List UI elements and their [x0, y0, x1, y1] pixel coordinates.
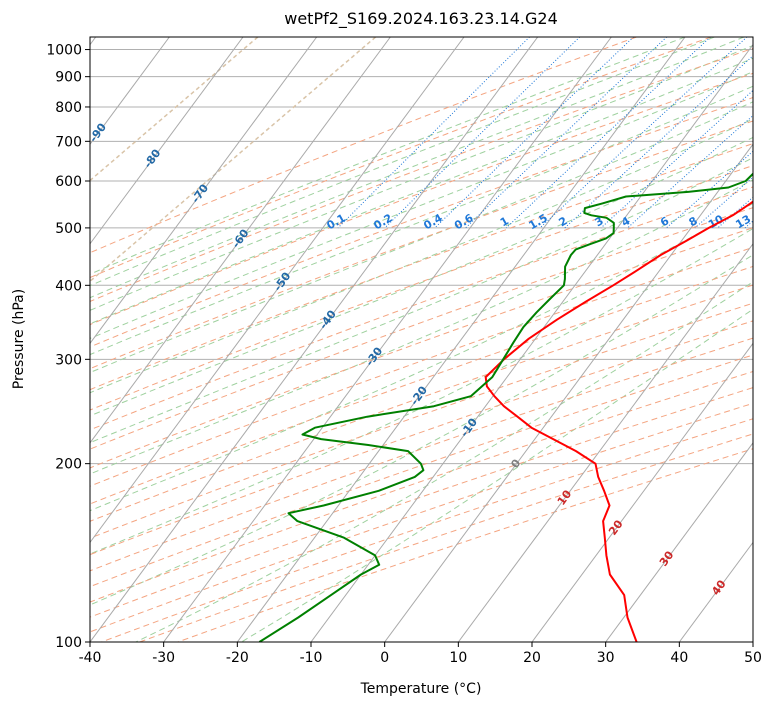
moist-adiabat-line — [90, 118, 753, 394]
y-tick-label: 700 — [55, 134, 82, 150]
y-axis-ticks: 100 200 300 400 500 600 700 800 900 1000 — [46, 43, 90, 651]
dry-adiabat-line — [90, 47, 753, 303]
dry-adiabat-line — [90, 354, 753, 588]
isotherm-line — [90, 37, 318, 345]
moist-adiabat-line — [90, 37, 686, 275]
y-tick-label: 100 — [55, 635, 82, 651]
x-tick-label: 10 — [449, 650, 467, 666]
y-tick-label: 1000 — [46, 43, 82, 59]
dry-adiabat-line — [90, 337, 753, 572]
y-tick-label: 500 — [55, 221, 82, 237]
dry-adiabat-line — [90, 165, 753, 411]
moist-adiabat-line — [90, 37, 745, 299]
y-axis-title: Pressure (hPa) — [11, 289, 27, 389]
moist-adiabat-line — [90, 57, 753, 325]
dry-adiabat-line — [90, 387, 753, 618]
isotherm-line — [236, 37, 686, 642]
y-tick-label: 200 — [55, 457, 82, 473]
mixing-ratio-line — [384, 37, 581, 229]
x-tick-label: -10 — [300, 650, 323, 666]
isotherm-line — [531, 342, 753, 642]
mixing-ratio-line — [627, 114, 753, 229]
y-tick-label: 800 — [55, 100, 82, 116]
y-tick-label: 600 — [55, 174, 82, 190]
isotherm-line — [90, 37, 539, 642]
moist-adiabat-line — [90, 85, 753, 356]
dry-adiabat-line — [90, 37, 637, 254]
x-tick-label: 0 — [380, 650, 389, 666]
isotherm-line — [90, 37, 391, 444]
mixing-ratio-line — [337, 37, 530, 229]
mixing-ratio-line — [505, 37, 711, 229]
sounding-series — [258, 172, 753, 642]
mixing-ratio-lines — [337, 37, 753, 229]
moist-adiabat-line — [90, 37, 715, 287]
chart-title: wetPf2_S169.2024.163.23.14.G24 — [284, 9, 558, 29]
x-tick-label: 20 — [523, 650, 541, 666]
isotherm-line — [90, 37, 465, 544]
isotherm-line — [310, 43, 753, 642]
dry-adiabat-line — [90, 302, 753, 539]
x-axis-title: Temperature (°C) — [360, 681, 482, 697]
x-tick-label: 30 — [597, 650, 615, 666]
x-tick-label: -40 — [79, 650, 102, 666]
isotherm-line — [605, 442, 753, 642]
dry-adiabat-line — [90, 186, 753, 431]
moist-adiabat-line — [90, 44, 753, 311]
saturation-vapor-curves — [90, 37, 377, 283]
temperature-profile — [484, 200, 753, 642]
mixing-ratio-line — [564, 55, 753, 229]
isotherm-line — [457, 242, 753, 642]
moist-adiabat-line — [90, 71, 753, 339]
isotherm-line — [163, 37, 612, 642]
dry-adiabat-line — [90, 37, 712, 279]
x-tick-label: -30 — [152, 650, 175, 666]
mixing-ratio-line — [600, 89, 753, 229]
isotherms — [90, 37, 753, 642]
dewpoint-profile — [258, 172, 753, 642]
y-tick-label: 900 — [55, 70, 82, 86]
plot-frame — [89, 36, 754, 643]
y-tick-label: 400 — [55, 278, 82, 294]
mixing-ratio-line — [434, 37, 634, 229]
x-tick-label: 50 — [744, 650, 762, 666]
isotherm-line — [90, 37, 170, 146]
isotherm-line — [90, 37, 244, 245]
moist-adiabat-line — [90, 228, 753, 555]
mixing-ratio-line — [694, 176, 753, 229]
y-tick-label: 300 — [55, 352, 82, 368]
mixing-ratio-label: 13 — [733, 212, 753, 231]
isotherm-line — [384, 143, 753, 642]
dry-adiabat-line — [90, 97, 753, 348]
saturation-vapor-curve — [90, 37, 259, 182]
x-tick-label: 40 — [670, 650, 688, 666]
dry-adiabat-line — [90, 284, 753, 522]
moist-adiabat-line — [90, 136, 753, 417]
dry-adiabat-line — [90, 246, 753, 487]
plot-area: -100-90-80-70-60-50-40-30-20-10010203040… — [90, 37, 753, 642]
x-axis-ticks: -40 -30 -20 -10 0 10 20 30 40 50 — [79, 642, 762, 666]
saturation-vapor-curve — [90, 37, 377, 283]
x-tick-label: -20 — [226, 650, 249, 666]
